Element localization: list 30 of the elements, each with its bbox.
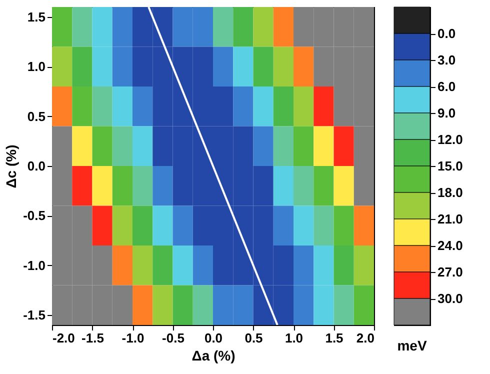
y-tick-label: -1.0 [23,258,46,273]
y-axis-title: Δc (%) [3,144,20,188]
x-tick-label: 1.0 [284,330,304,346]
color-bar-label: 3.0 [438,52,456,68]
y-tick-label: 1.0 [27,59,46,74]
color-bar-label: 27.0 [438,264,463,280]
x-tick-label: -2.0 [52,330,75,346]
y-tick-label: -1.5 [23,308,46,323]
color-bar-label: 6.0 [438,79,456,94]
color-bar-label: 30.0 [438,291,463,306]
color-bar-label: 12.0 [438,132,463,147]
y-tick-label: 0.5 [27,108,46,124]
x-tick-label: 0.5 [244,330,263,346]
color-bar-title: meV [397,337,428,354]
y-tick-label: -0.5 [23,208,46,224]
x-tick-label: -1.0 [122,330,144,346]
color-bar-label: 18.0 [438,185,463,200]
x-axis-title: Δa (%) [192,348,236,364]
x-tick-label: 1.5 [325,330,344,346]
color-bar-label: 21.0 [438,212,463,226]
color-bar-label: 24.0 [438,238,463,253]
x-tick-label: 2.0 [356,330,374,346]
y-tick-label: 0.0 [27,158,46,174]
color-bar-label: 0.0 [438,26,456,41]
x-tick-label: -1.5 [82,330,104,346]
color-bar-label: 15.0 [438,158,463,174]
color-bar-label: 9.0 [438,106,456,120]
x-tick-label: -0.5 [162,330,184,346]
y-tick-label: 1.5 [27,9,46,24]
x-tick-label: 0.0 [204,330,223,346]
